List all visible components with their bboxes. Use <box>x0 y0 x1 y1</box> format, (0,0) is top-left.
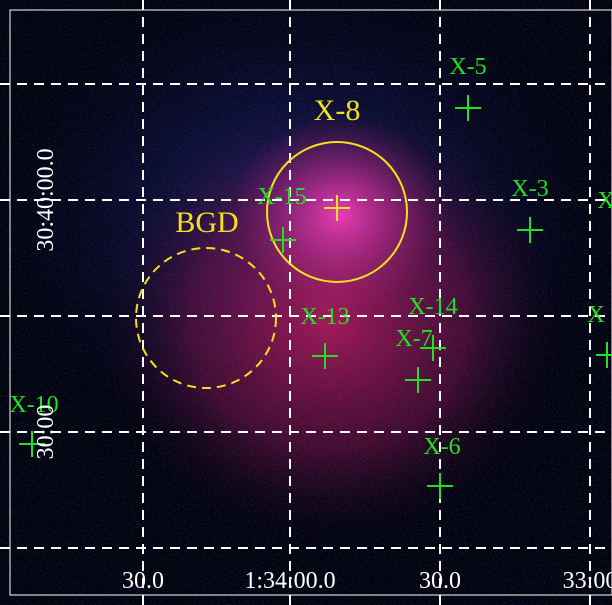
source-label: X <box>597 188 612 214</box>
background-region-label: BGD <box>175 206 238 239</box>
source-label: X-5 <box>449 54 486 80</box>
ra-tick-label: 30.0 <box>419 568 461 594</box>
dec-tick-label: 30:00 <box>33 405 59 460</box>
ra-tick-label: 1:34:00.0 <box>244 568 335 594</box>
dec-tick-label: 30:40:00.0 <box>33 148 59 251</box>
sky-image: X-8 BGD X-5 X-3 X-15 X-13 X-14 X-7 X-6 X… <box>0 0 612 605</box>
source-label: X-7 <box>395 326 432 352</box>
ra-tick-label: 33:00 <box>563 568 612 594</box>
ra-tick-label: 30.0 <box>122 568 164 594</box>
source-region-label: X-8 <box>314 94 361 127</box>
photon-noise <box>0 0 612 605</box>
source-label: X-14 <box>408 294 457 320</box>
source-label: X-3 <box>511 176 548 202</box>
source-label: X-13 <box>300 304 349 330</box>
source-label: X <box>587 302 604 328</box>
source-label: X-6 <box>423 434 460 460</box>
source-label: X-15 <box>257 184 306 210</box>
